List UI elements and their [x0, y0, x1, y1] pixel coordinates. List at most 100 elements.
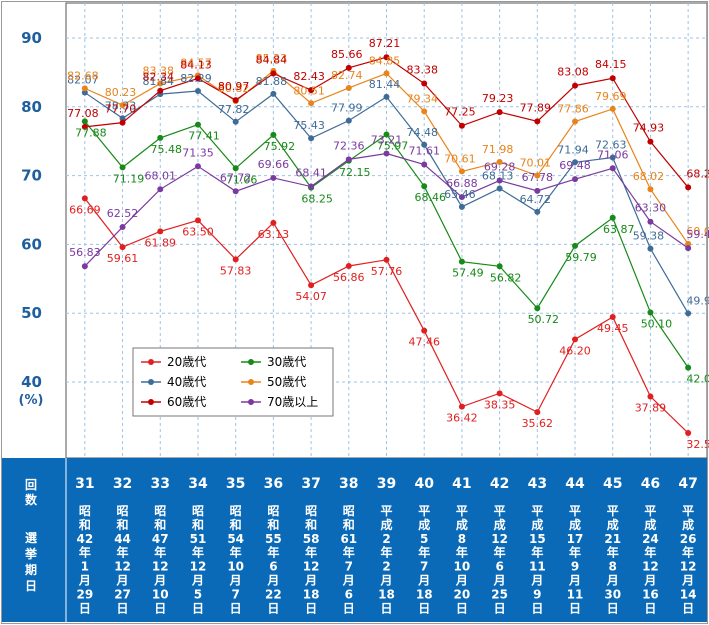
- data-point: [157, 80, 164, 87]
- data-label: 59.79: [565, 251, 597, 264]
- data-point: [685, 430, 692, 437]
- y-tick-label: 50: [21, 304, 42, 322]
- data-label: 46.20: [559, 344, 591, 357]
- election-date-char: 21: [604, 532, 621, 546]
- data-label: 85.66: [331, 48, 363, 61]
- band-header-char: 期: [25, 562, 37, 577]
- data-point: [496, 185, 503, 192]
- election-date-char: 月: [455, 574, 468, 588]
- data-label: 78.33: [105, 99, 137, 112]
- election-date-char: 日: [531, 601, 543, 615]
- legend-label: 20歳代: [167, 355, 206, 369]
- election-date-char: 年: [79, 545, 91, 560]
- election-date-char: 月: [78, 574, 91, 588]
- data-label: 68.13: [482, 169, 514, 182]
- election-date-char: 8: [458, 532, 466, 546]
- data-label: 60.07: [686, 225, 709, 238]
- election-date-char: 9: [571, 560, 579, 574]
- data-point: [685, 184, 692, 191]
- election-date-char: 6: [345, 587, 353, 601]
- election-date-char: 昭: [230, 504, 242, 518]
- data-point: [647, 309, 654, 316]
- election-date-char: 成: [644, 517, 656, 532]
- election-date-char: 7: [231, 587, 239, 601]
- legend-label: 30歳代: [267, 355, 306, 369]
- election-date-char: 昭: [117, 504, 129, 518]
- election-date-char: 29: [77, 587, 94, 601]
- election-date-char: 年: [343, 545, 355, 560]
- data-label: 50.10: [641, 318, 673, 331]
- election-number: 42: [490, 476, 509, 492]
- data-point: [194, 121, 201, 128]
- data-point: [308, 135, 315, 142]
- legend-label: 50歳代: [267, 375, 306, 389]
- data-label: 82.34: [143, 71, 175, 84]
- election-date-char: 月: [229, 574, 242, 588]
- election-date-char: 2: [382, 560, 390, 574]
- data-label: 84.84: [256, 54, 288, 67]
- data-label: 69.48: [559, 159, 591, 172]
- data-label: 83.38: [406, 64, 438, 77]
- election-number: 39: [377, 476, 396, 492]
- election-date-char: 年: [682, 545, 694, 560]
- data-point: [572, 159, 579, 166]
- data-label: 56.82: [490, 271, 522, 284]
- data-point: [383, 256, 390, 263]
- election-date-char: 昭: [154, 504, 166, 518]
- data-label: 64.72: [520, 193, 552, 206]
- data-point: [496, 158, 503, 165]
- data-point: [308, 100, 315, 107]
- election-date-char: 日: [343, 601, 355, 615]
- election-date-char: 和: [153, 517, 166, 532]
- election-date-char: 年: [230, 545, 242, 560]
- data-point: [308, 87, 315, 94]
- data-point: [685, 364, 692, 371]
- legend-label: 70歳以上: [267, 395, 318, 409]
- data-point: [383, 70, 390, 77]
- data-label: 84.85: [369, 54, 401, 67]
- data-label: 49.98: [686, 294, 709, 307]
- data-point: [345, 117, 352, 124]
- election-date-char: 和: [191, 517, 204, 532]
- data-label: 68.28: [686, 167, 709, 180]
- data-point: [572, 242, 579, 249]
- data-point: [458, 403, 465, 410]
- data-label: 65.46: [444, 188, 476, 201]
- data-point: [119, 164, 126, 171]
- election-date-char: 昭: [192, 504, 204, 518]
- data-point: [534, 305, 541, 312]
- data-point: [609, 154, 616, 161]
- data-label: 57.49: [452, 267, 484, 280]
- data-point: [270, 174, 277, 181]
- election-date-char: 5: [194, 587, 202, 601]
- election-number: 44: [565, 476, 585, 492]
- data-point: [81, 195, 88, 202]
- election-date-char: 成: [494, 517, 506, 532]
- data-label: 73.21: [371, 134, 403, 147]
- data-label: 71.61: [408, 145, 440, 158]
- election-date-char: 成: [682, 517, 694, 532]
- data-label: 75.48: [151, 143, 183, 156]
- election-date-char: 月: [493, 574, 506, 588]
- data-point: [157, 134, 164, 141]
- data-label: 77.89: [520, 101, 552, 114]
- y-tick-label: 60: [21, 235, 42, 253]
- legend-marker: [248, 399, 254, 405]
- election-date-char: 平: [607, 504, 619, 518]
- election-date-char: 月: [379, 574, 392, 588]
- election-date-char: 6: [269, 560, 277, 574]
- band-header-char: 挙: [24, 546, 38, 561]
- election-date-char: 月: [153, 574, 166, 588]
- band-background: [2, 458, 707, 622]
- data-point: [308, 183, 315, 190]
- election-date-char: 日: [569, 601, 581, 615]
- election-date-char: 51: [190, 532, 207, 546]
- data-label: 81.88: [256, 75, 288, 88]
- legend: 20歳代 30歳代 40歳代 50歳代 60歳代 70歳以上: [132, 347, 334, 417]
- data-point: [383, 150, 390, 157]
- election-number: 47: [678, 476, 697, 492]
- y-tick-label: 90: [21, 29, 42, 47]
- data-label: 67.72: [220, 171, 252, 184]
- election-date-char: 年: [380, 545, 392, 560]
- data-point: [194, 75, 201, 82]
